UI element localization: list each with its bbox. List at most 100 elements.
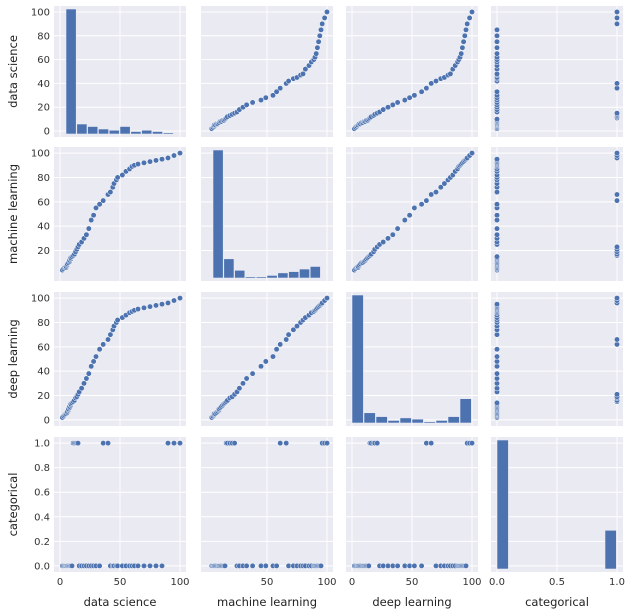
scatter-point (135, 306, 141, 313)
scatter-point (114, 317, 121, 323)
x-tick-label-machine-learning: 50 (261, 577, 274, 588)
scatter-point (165, 300, 171, 306)
scatter-point (177, 295, 183, 302)
scatter-point (380, 239, 387, 245)
y-tick-label-categorical: 0.0 (34, 561, 50, 572)
x-tick-label-deep-learning: 50 (406, 577, 419, 588)
scatter-point (165, 155, 171, 161)
scatter-point (614, 336, 620, 343)
scatter-point (494, 370, 500, 377)
scatter-point (258, 97, 264, 104)
hist-bar-machine-learning-0 (212, 149, 224, 279)
scatter-point (469, 150, 475, 157)
hist-bar-deep-learning-5 (411, 418, 424, 424)
scatter-point (380, 106, 387, 113)
scatter-point (100, 197, 107, 204)
hist-bar-data-science-5 (119, 126, 131, 135)
scatter-point (273, 346, 280, 353)
x-axis-label-deep-learning: deep learning (372, 595, 451, 609)
scatter-point (494, 331, 500, 338)
hist-bar-deep-learning-9 (459, 398, 472, 424)
hist-bar-machine-learning-1 (223, 258, 235, 279)
y-tick-label-machine-learning: 100 (31, 149, 50, 160)
y-tick-label-deep-learning: 0 (44, 415, 50, 426)
scatter-point (428, 191, 435, 198)
y-tick-label-categorical: 0.4 (34, 512, 50, 523)
scatter-point (300, 70, 306, 77)
x-axis-label-data-science: data science (84, 595, 157, 609)
scatter-point (90, 358, 97, 365)
scatter-point (285, 78, 292, 84)
scatter-point (319, 20, 326, 27)
scatter-point (270, 353, 276, 360)
hist-bar-deep-learning-8 (447, 416, 460, 424)
scatter-point (107, 331, 114, 338)
hist-bar-deep-learning-2 (375, 416, 388, 424)
hist-bar-data-science-6 (130, 131, 142, 135)
scatter-point (222, 562, 228, 569)
scatter-point (96, 201, 103, 208)
scatter-point (85, 225, 92, 232)
scatter-point (494, 156, 500, 163)
scatter-point (614, 191, 620, 198)
scatter-point (243, 101, 250, 108)
scatter-point (283, 440, 290, 447)
scatter-point (614, 9, 620, 15)
scatter-point (463, 562, 469, 569)
scatter-point (441, 180, 448, 187)
scatter-point (171, 440, 177, 447)
scatter-point (461, 32, 468, 39)
y-tick-label-data-science: 40 (37, 79, 50, 90)
scatter-point (88, 363, 95, 370)
scatter-point (153, 302, 159, 309)
scatter-point (394, 225, 401, 232)
hist-bar-machine-learning-5 (266, 275, 278, 279)
scatter-point (614, 110, 620, 117)
scatter-point (394, 99, 401, 106)
scatter-point (93, 353, 99, 360)
scatter-point (447, 70, 454, 77)
scatter-point (314, 44, 321, 51)
scatter-point (428, 440, 435, 447)
scatter-point (243, 375, 250, 382)
scatter-point (494, 380, 500, 387)
scatter-point (135, 562, 141, 569)
hist-bar-categorical-9 (604, 529, 617, 570)
scatter-point (78, 385, 85, 392)
hist-bar-data-science-2 (87, 126, 99, 135)
x-tick-label-machine-learning: 100 (317, 577, 336, 588)
hist-bar-data-science-4 (108, 129, 120, 135)
scatter-point (273, 562, 280, 569)
hist-bar-machine-learning-9 (309, 266, 321, 279)
scatter-point (321, 14, 328, 21)
scatter-point (141, 304, 147, 311)
hist-bar-deep-learning-1 (363, 412, 376, 424)
scatter-point (119, 172, 126, 178)
scatter-point (171, 297, 177, 304)
hist-bar-machine-learning-2 (234, 270, 246, 279)
x-tick-label-categorical: 0.0 (489, 577, 505, 588)
scatter-point (315, 38, 322, 45)
x-axis-label-categorical: categorical (525, 595, 589, 609)
scatter-point (96, 562, 103, 569)
scatter-point (494, 116, 500, 123)
scatter-point (316, 32, 323, 39)
scatter-point (83, 231, 90, 238)
scatter-point (69, 562, 75, 569)
scatter-point (494, 399, 500, 406)
x-tick-label-data-science: 0 (57, 577, 63, 588)
scatter-point (614, 341, 620, 348)
y-axis-label-deep-learning: deep learning (6, 319, 20, 398)
x-tick-label-data-science: 100 (170, 577, 189, 588)
scatter-point (105, 440, 111, 447)
scatter-point (236, 385, 243, 392)
scatter-point (614, 14, 620, 21)
scatter-point (494, 301, 500, 308)
y-axis-label-data-science: data science (6, 35, 20, 108)
scatter-point (460, 38, 467, 45)
scatter-point (614, 391, 620, 398)
y-tick-label-deep-learning: 80 (37, 318, 50, 329)
scatter-point (324, 440, 330, 447)
scatter-point (249, 562, 256, 569)
x-tick-label-deep-learning: 100 (462, 577, 481, 588)
